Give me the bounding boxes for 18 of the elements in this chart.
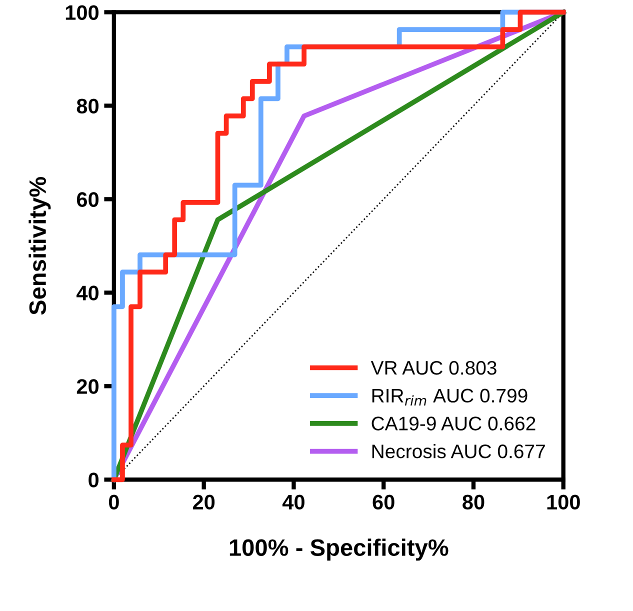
x-tick-label: 60 xyxy=(372,494,394,510)
legend-label: RIR$_{rim}$ AUC 0.799 xyxy=(372,388,528,406)
legend-label: VR AUC 0.803 xyxy=(370,360,496,375)
legend-label: Necrosis AUC 0.677 xyxy=(372,444,545,458)
y-tick-label: 40 xyxy=(76,286,99,300)
x-tick-label: 20 xyxy=(192,494,215,510)
x-tick-label: 0 xyxy=(108,494,119,510)
x-tick-label: 100 xyxy=(547,494,580,510)
x-axis-title: 100% - Specificity% xyxy=(230,538,448,561)
y-axis-title: Sensitivity% xyxy=(28,177,51,315)
legend-label: CA19-9 AUC 0.662 xyxy=(372,416,536,430)
x-tick-label: 40 xyxy=(282,494,304,510)
y-tick-label: 100 xyxy=(66,5,99,20)
y-tick-label: 80 xyxy=(76,98,99,114)
y-tick-label: 60 xyxy=(76,192,99,207)
x-tick-label: 80 xyxy=(462,494,484,510)
y-tick-label: 0 xyxy=(88,472,99,488)
y-tick-label: 20 xyxy=(76,379,99,394)
